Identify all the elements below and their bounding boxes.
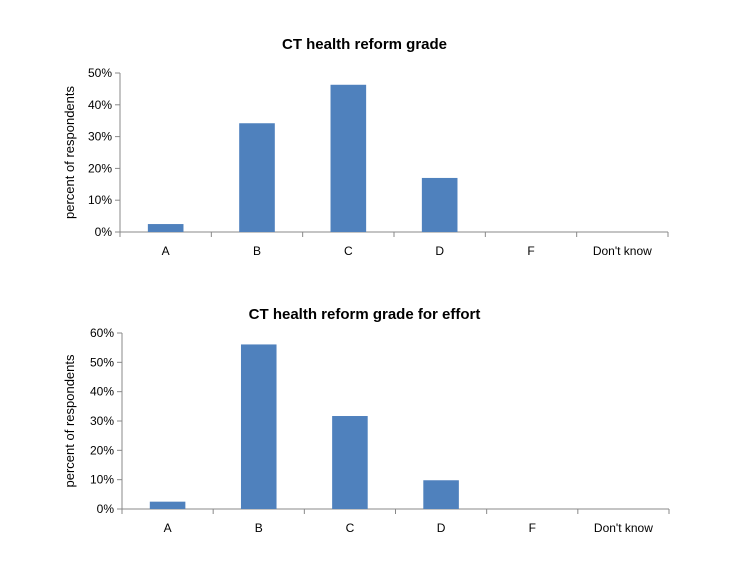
x-tick-label: F <box>529 521 536 535</box>
y-tick-label: 60% <box>90 326 114 340</box>
bar-b <box>240 344 277 509</box>
y-tick-label: 10% <box>90 473 114 487</box>
x-tick-label: D <box>435 244 444 258</box>
y-tick-label: 0% <box>97 502 115 516</box>
bar-a <box>147 224 184 232</box>
y-tick-label: 50% <box>90 355 114 369</box>
y-tick-label: 20% <box>88 161 112 175</box>
bar-a <box>149 501 186 509</box>
bar-c <box>330 84 367 233</box>
x-tick-label: D <box>437 521 446 535</box>
x-tick-label: Don't know <box>593 244 652 258</box>
y-tick-label: 0% <box>95 225 113 239</box>
chart-grade-plot: 0% 10% 20% 30% 40% 50% percent of respondents A… <box>62 66 669 258</box>
x-tick-label: F <box>527 244 534 258</box>
y-tick-label: 30% <box>88 130 112 144</box>
bar-b <box>239 123 275 232</box>
y-tick-label: 40% <box>90 385 114 399</box>
y-tick-label: 40% <box>88 98 112 112</box>
x-tick-label: B <box>253 244 261 258</box>
y-tick-label: 20% <box>90 443 114 457</box>
bar-d <box>421 177 458 232</box>
chart-grade-for-effort-plot: 0% 10% 20% 30% 40% 50% 60% percent of responden… <box>62 326 670 535</box>
x-tick-label: C <box>346 521 355 535</box>
y-tick-label: 50% <box>88 66 112 80</box>
x-tick-label: Don't know <box>594 521 653 535</box>
y-axis-label: percent of respondents <box>62 86 77 219</box>
chart-grade-for-effort: CT health reform grade for effort 0% 10% 2… <box>0 290 729 586</box>
x-tick-label: C <box>344 244 353 258</box>
bar-c <box>332 416 368 509</box>
chart-title: CT health reform grade <box>281 36 448 53</box>
x-tick-label: A <box>162 244 170 258</box>
y-axis-label: percent of respondents <box>62 354 77 487</box>
y-tick-label: 10% <box>88 193 112 207</box>
x-tick-label: B <box>255 521 263 535</box>
chart-title: CT health reform grade for effort <box>248 306 481 323</box>
chart-grade: CT health reform grade 0% 10% 20% 30% 40% 50%… <box>0 0 729 290</box>
bar-d <box>423 480 459 509</box>
x-tick-label: A <box>164 521 172 535</box>
y-tick-label: 30% <box>90 414 114 428</box>
